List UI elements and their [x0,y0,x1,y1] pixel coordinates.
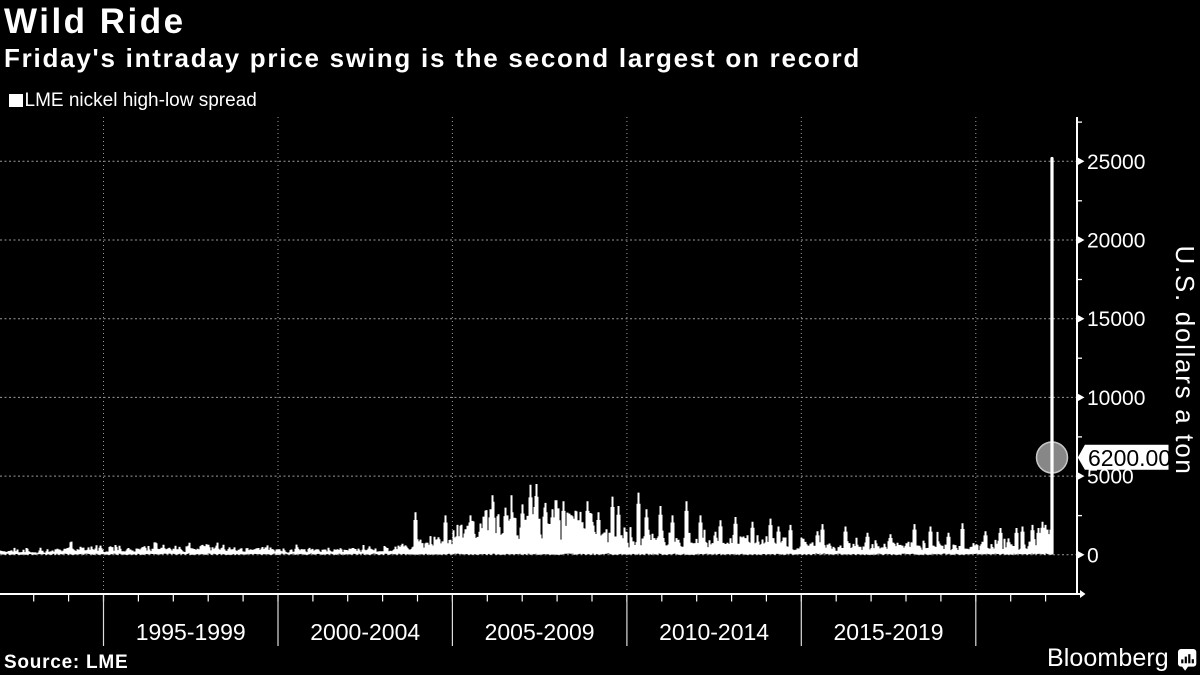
svg-text:0: 0 [1087,544,1099,567]
svg-text:2005-2009: 2005-2009 [485,619,595,645]
svg-text:2015-2019: 2015-2019 [834,619,944,645]
svg-text:2000-2004: 2000-2004 [310,619,420,645]
svg-text:1995-1999: 1995-1999 [136,619,246,645]
svg-text:U.S. dollars a ton: U.S. dollars a ton [1170,246,1200,476]
svg-text:6200.00: 6200.00 [1088,445,1171,471]
svg-text:5000: 5000 [1087,466,1134,489]
svg-text:25000: 25000 [1087,151,1145,174]
svg-text:20000: 20000 [1087,230,1145,253]
svg-text:15000: 15000 [1087,308,1145,331]
svg-text:10000: 10000 [1087,387,1145,410]
svg-text:2010-2014: 2010-2014 [659,619,769,645]
